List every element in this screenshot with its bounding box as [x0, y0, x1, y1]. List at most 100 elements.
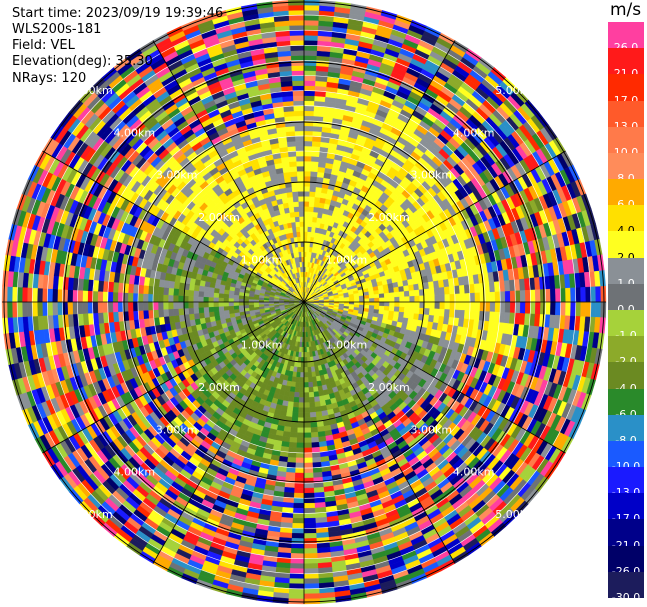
velocity-gate — [428, 308, 435, 316]
velocity-gate — [369, 298, 375, 303]
velocity-gate — [489, 301, 496, 313]
velocity-gate — [303, 457, 313, 464]
velocity-gate — [595, 286, 602, 303]
velocity-gates — [1, 0, 607, 605]
velocity-gate — [373, 293, 380, 299]
velocity-gate — [368, 294, 375, 299]
velocity-gate — [590, 286, 597, 303]
velocity-gate — [285, 471, 296, 479]
velocity-gate — [303, 437, 312, 444]
velocity-gate — [529, 289, 536, 303]
velocity-gate — [499, 301, 506, 313]
velocity-gate — [303, 140, 313, 147]
velocity-gate — [299, 382, 305, 388]
velocity-gate — [292, 507, 305, 514]
velocity-gate — [291, 527, 305, 534]
velocity-gate — [292, 406, 299, 413]
velocity-gate — [459, 293, 466, 303]
velocity-gate — [303, 467, 314, 474]
velocity-gate — [300, 362, 305, 368]
velocity-gate — [590, 301, 597, 318]
velocity-gate — [291, 411, 299, 418]
velocity-gate — [313, 201, 320, 208]
velocity-gate — [303, 125, 314, 132]
velocity-gate — [303, 216, 309, 222]
velocity-gate — [293, 492, 305, 499]
velocity-gate — [303, 452, 313, 459]
velocity-gate — [303, 236, 308, 242]
velocity-gate — [389, 297, 395, 303]
velocity-gate — [286, 406, 294, 413]
velocity-gate — [303, 482, 314, 489]
velocity-gate — [464, 301, 471, 311]
velocity-gate — [393, 291, 400, 298]
velocity-gate — [409, 295, 415, 303]
velocity-gate — [303, 507, 316, 514]
velocity-gate — [307, 221, 313, 228]
velocity-gate — [529, 301, 536, 315]
velocity-gate — [303, 60, 317, 67]
velocity-gate — [308, 206, 315, 213]
velocity-gate — [303, 100, 315, 107]
velocity-gate — [293, 497, 305, 504]
velocity-gate — [348, 296, 355, 300]
velocity-gate — [303, 29, 319, 36]
velocity-gate — [428, 288, 435, 296]
velocity-gate — [303, 130, 314, 137]
velocity-gate — [469, 301, 476, 312]
velocity-gate — [311, 150, 321, 158]
velocity-gate — [575, 301, 582, 317]
velocity-gate — [306, 346, 310, 353]
velocity-gate — [443, 286, 451, 295]
velocity-gate — [434, 301, 441, 310]
velocity-gate — [303, 70, 317, 77]
velocity-gate — [408, 307, 415, 314]
velocity-gate — [403, 307, 410, 314]
velocity-gate — [449, 301, 456, 311]
velocity-gate — [303, 583, 320, 590]
velocity-gate — [312, 125, 323, 133]
velocity-gate — [398, 311, 405, 318]
velocity-gate — [539, 301, 546, 315]
velocity-gate — [489, 291, 496, 303]
velocity-gate — [287, 451, 297, 459]
velocity-gate — [303, 588, 320, 595]
velocity-gate — [585, 286, 592, 303]
velocity-gate — [393, 286, 400, 293]
velocity-gate — [303, 462, 313, 469]
velocity-gate — [298, 392, 305, 398]
velocity-gate — [439, 294, 446, 303]
velocity-gate — [545, 288, 551, 303]
velocity-gate — [408, 284, 415, 292]
velocity-gate — [303, 14, 320, 21]
velocity-gate — [354, 298, 360, 303]
velocity-gate — [474, 292, 481, 303]
velocity-gate — [434, 294, 441, 303]
velocity-gate — [311, 155, 320, 163]
velocity-gate — [288, 583, 305, 590]
velocity-gate — [353, 295, 360, 300]
velocity-gate — [313, 396, 320, 403]
velocity-gate — [429, 294, 436, 303]
velocity-gate — [444, 301, 451, 310]
velocity-gate — [303, 367, 308, 373]
velocity-gate — [494, 301, 501, 313]
velocity-gate — [288, 441, 297, 449]
velocity-gate — [303, 397, 310, 403]
velocity-gate — [311, 145, 321, 153]
velocity-gate — [303, 487, 315, 494]
velocity-gate — [484, 292, 491, 303]
velocity-gate — [585, 301, 592, 318]
velocity-gate — [414, 301, 421, 309]
velocity-gate — [524, 301, 531, 315]
velocity-gate — [464, 293, 471, 303]
velocity-gate — [363, 294, 370, 300]
velocity-gate — [292, 512, 305, 519]
velocity-gate — [374, 297, 380, 303]
velocity-gate — [388, 292, 395, 298]
velocity-gate — [524, 289, 531, 303]
velocity-gate — [499, 291, 506, 303]
velocity-gate — [423, 288, 430, 296]
velocity-gate — [289, 436, 298, 443]
velocity-gate — [303, 407, 311, 413]
